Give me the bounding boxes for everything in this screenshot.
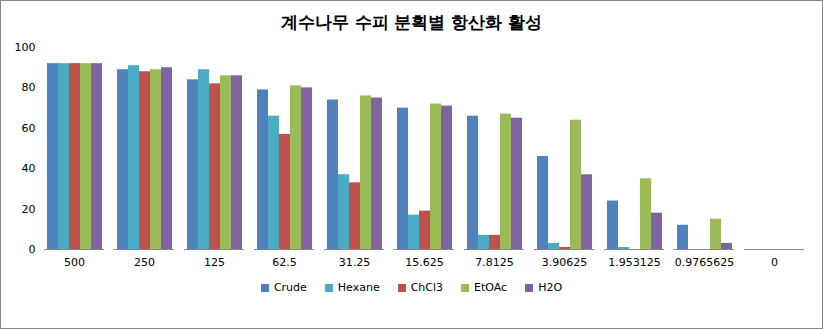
html-text:계수나무 수피 분획별 항산화 활성: 계수나무 수피 분획별 항산화 활성 xyxy=(280,12,543,32)
svg-text:0.9765625: 0.9765625 xyxy=(675,256,735,269)
svg-text:15.625: 15.625 xyxy=(405,256,444,269)
svg-text:125: 125 xyxy=(204,256,225,269)
svg-text:80: 80 xyxy=(22,81,36,94)
svg-text:7.8125: 7.8125 xyxy=(475,256,514,269)
html-text:EtOAc: EtOAc xyxy=(474,281,508,294)
svg-text:0: 0 xyxy=(771,256,778,269)
html-text:ChCl3: ChCl3 xyxy=(410,281,444,294)
html-text:H2O: H2O xyxy=(538,281,563,294)
svg-text:250: 250 xyxy=(134,256,155,269)
svg-text:20: 20 xyxy=(22,203,36,216)
svg-text:60: 60 xyxy=(22,122,36,135)
html-text:Crude: Crude xyxy=(273,281,307,294)
svg-text:40: 40 xyxy=(22,162,36,175)
svg-text:62.5: 62.5 xyxy=(272,256,297,269)
html-text:Hexane: Hexane xyxy=(337,281,380,294)
svg-text:100: 100 xyxy=(15,41,36,54)
svg-text:31.25: 31.25 xyxy=(339,256,371,269)
svg-text:500: 500 xyxy=(64,256,85,269)
svg-text:1.953125: 1.953125 xyxy=(608,256,661,269)
svg-text:0: 0 xyxy=(29,243,36,256)
svg-text:3.90625: 3.90625 xyxy=(542,256,588,269)
